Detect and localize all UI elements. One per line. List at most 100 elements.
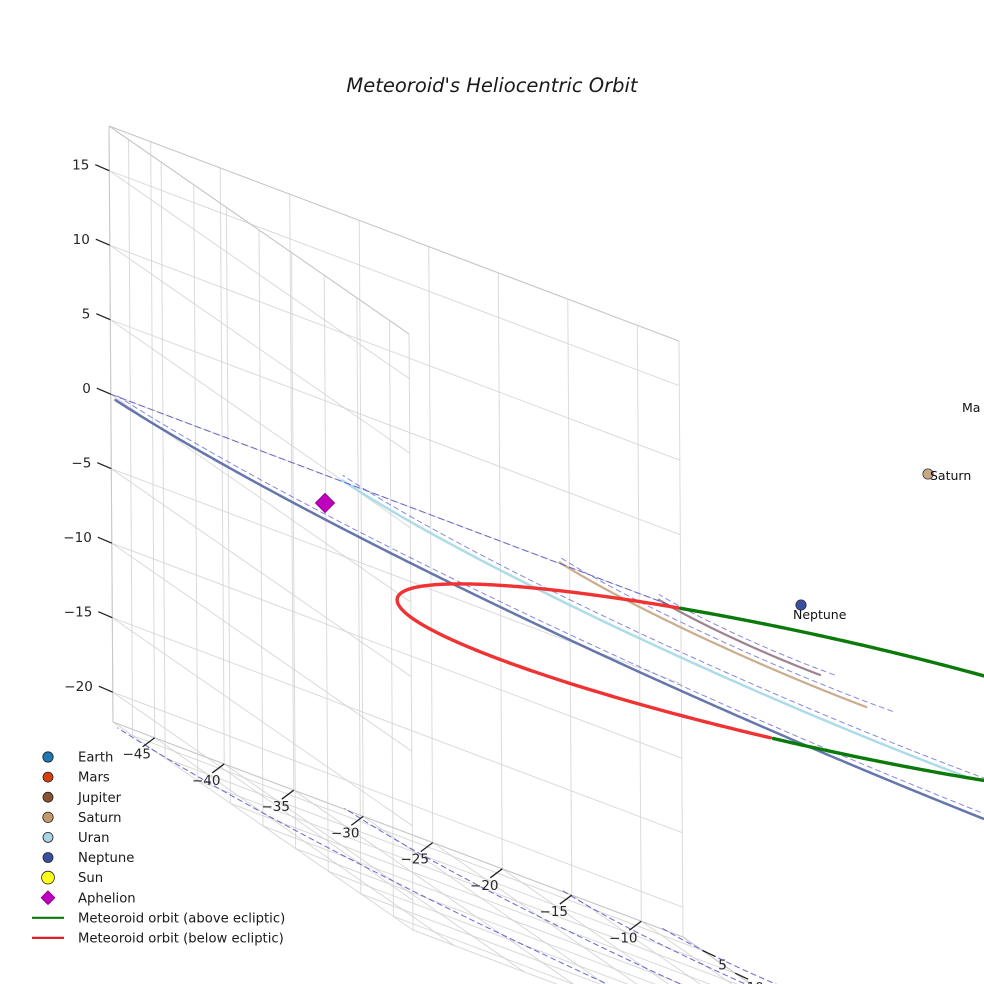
leftwall-grid-line	[109, 244, 680, 461]
x-tick-mark	[350, 815, 364, 826]
leftwall-grid-line	[678, 340, 684, 938]
backwall-grid-line	[291, 252, 297, 849]
z-tick-label: −15	[64, 605, 93, 621]
pane-edge	[112, 721, 684, 938]
marker-neptune	[795, 599, 807, 611]
x-tick-label: −45	[122, 747, 151, 763]
legend-label-aphelion: Aphelion	[78, 891, 136, 906]
backwall-grid-line	[323, 275, 329, 872]
leftwall-grid-line	[109, 170, 680, 387]
z-tick-mark	[95, 238, 111, 246]
legend-marker-aphelion	[40, 890, 56, 906]
planet-orbit-saturn	[558, 561, 868, 709]
pane-edge	[682, 936, 752, 984]
y-tick-mark	[702, 949, 716, 958]
annotation-neptune: Neptune	[793, 607, 847, 622]
y-tick-label: 10	[747, 980, 764, 984]
orbit-projection-upper	[342, 474, 984, 779]
x-tick-mark	[281, 789, 295, 800]
pane-edge	[108, 125, 114, 723]
x-tick-mark	[142, 737, 156, 748]
ecliptic-reference-line	[110, 393, 682, 610]
legend-label-jupiter: Jupiter	[77, 791, 122, 806]
z-tick-mark	[97, 462, 112, 470]
z-tick-label: 10	[73, 232, 90, 248]
z-tick-label: −10	[63, 530, 92, 546]
x-tick-mark	[420, 842, 434, 853]
backwall-grid-line	[111, 542, 413, 752]
leftwall-grid-line	[567, 299, 573, 896]
x-tick-mark	[489, 868, 503, 879]
legend-marker-mars	[42, 771, 54, 783]
annotation-saturn: Saturn	[930, 468, 971, 483]
leftwall-grid-line	[289, 194, 295, 791]
x-tick-label: −20	[470, 878, 499, 894]
legend-label-earth: Earth	[78, 751, 113, 766]
legend-marker-uran	[42, 832, 54, 843]
legend-label-below-ecliptic: Meteoroid orbit (below ecliptic)	[78, 932, 284, 947]
backwall-grid-line	[193, 184, 199, 781]
legend-label-sun: Sun	[78, 871, 103, 886]
leftwall-grid-line	[112, 617, 683, 834]
z-tick-mark	[98, 685, 114, 693]
floor-grid-line	[328, 870, 629, 984]
pane-edge	[108, 125, 410, 335]
backwall-grid-line	[356, 297, 362, 894]
backwall-grid-line	[258, 229, 264, 827]
leftwall-grid-line	[150, 141, 156, 738]
y-tick-mark	[734, 972, 749, 980]
z-tick-label: 0	[82, 381, 91, 397]
x-tick-mark	[559, 894, 573, 905]
leftwall-grid-line	[112, 691, 683, 908]
orbit-projection-upper	[558, 556, 893, 712]
meteoroid-orbit-above	[771, 736, 984, 783]
z-tick-mark	[98, 611, 113, 619]
backwall-grid-line	[388, 320, 394, 917]
backwall-grid-line	[225, 207, 231, 804]
x-tick-label: −30	[331, 825, 360, 841]
floor-grid-line	[412, 929, 558, 984]
page-title: Meteoroid's Heliocentric Orbit	[346, 74, 638, 97]
floor-grid-line	[682, 936, 752, 984]
floor-grid-line	[393, 915, 574, 984]
legend-marker-sun	[41, 870, 55, 885]
z-tick-label: 5	[82, 307, 91, 323]
x-tick-label: −15	[540, 904, 569, 920]
backwall-grid-line	[109, 170, 410, 380]
z-tick-label: 15	[72, 158, 89, 174]
z-tick-mark	[96, 313, 111, 321]
marker-aphelion	[314, 492, 336, 514]
backwall-grid-line	[112, 691, 414, 901]
annotation-ma: Ma	[962, 400, 980, 415]
leftwall-grid-line	[111, 542, 682, 759]
backwall-grid-line	[408, 333, 414, 931]
floor-grid-line	[360, 893, 602, 984]
meteoroid-orbit-above	[678, 606, 984, 678]
planet-orbit-neptune	[114, 398, 984, 821]
planet-orbit-uranus	[341, 479, 970, 779]
x-tick-mark	[628, 920, 642, 931]
legend-label-above-ecliptic: Meteoroid orbit (above ecliptic)	[78, 911, 285, 926]
x-tick-label: −10	[609, 930, 638, 946]
backwall-grid-line	[160, 162, 166, 759]
legend-label-neptune: Neptune	[78, 851, 134, 866]
legend-label-saturn: Saturn	[78, 811, 122, 826]
floor-grid-line	[432, 842, 638, 984]
orbit-projection-floor	[344, 807, 682, 984]
leftwall-grid-line	[219, 167, 225, 764]
legend-label-mars: Mars	[78, 771, 110, 786]
z-tick-label: −20	[64, 679, 93, 695]
backwall-grid-line	[112, 617, 413, 827]
z-tick-mark	[96, 387, 112, 395]
floor-grid-line	[571, 894, 701, 984]
backwall-grid-line	[128, 139, 134, 736]
legend-marker-earth	[42, 751, 54, 763]
leftwall-grid-line	[428, 246, 434, 843]
legend-marker-saturn	[42, 811, 54, 823]
planet-orbit-jupiter	[657, 598, 822, 677]
floor-grid-line	[641, 920, 733, 984]
orbit-projection-floor	[561, 889, 747, 984]
orbit-projection-floor	[660, 927, 777, 984]
leftwall-grid-line	[636, 325, 642, 922]
